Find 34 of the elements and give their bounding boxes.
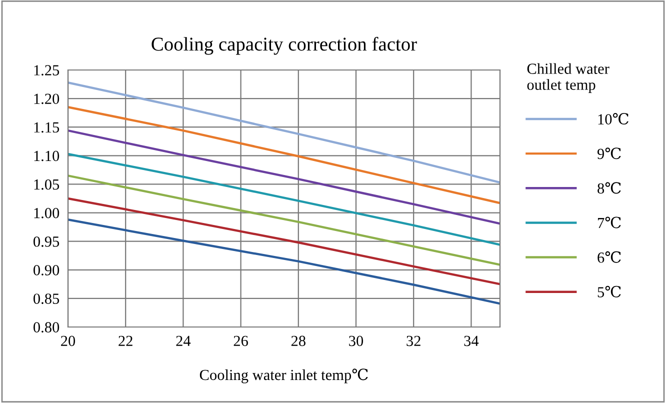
- chart-title: Cooling capacity correction factor: [152, 36, 417, 55]
- legend-label: 10℃: [598, 113, 628, 125]
- legend-label: 5℃: [598, 286, 621, 298]
- y-tick-label: 1.00: [34, 208, 60, 218]
- line-series: [68, 197, 500, 286]
- line-series: [68, 174, 500, 266]
- x-tick-label: 34: [464, 336, 479, 346]
- x-tick-label: 22: [118, 336, 132, 346]
- legend-label: 7℃: [598, 216, 621, 228]
- y-tick-label: 1.15: [34, 122, 60, 133]
- x-tick-label: 24: [176, 336, 191, 346]
- x-tick-label: 26: [234, 336, 248, 346]
- legend-label: 9℃: [597, 148, 621, 160]
- line-series: [68, 106, 500, 204]
- y-tick-label: 1.25: [34, 65, 60, 76]
- legend-label: 8℃: [598, 182, 621, 194]
- line-series: [68, 129, 500, 225]
- y-tick-label: 0.90: [34, 265, 60, 276]
- x-tick-label: 20: [61, 336, 76, 346]
- x-axis-title: Cooling water inlet temp℃: [200, 368, 368, 384]
- y-tick-label: 1.20: [34, 94, 60, 104]
- line-series: [68, 218, 500, 305]
- x-tick-label: 30: [349, 336, 364, 346]
- y-tick-label: 0.80: [34, 322, 60, 333]
- line-series: [68, 152, 500, 246]
- x-tick-label: 32: [406, 336, 420, 346]
- y-tick-label: 1.05: [34, 179, 60, 190]
- y-tick-label: 0.85: [34, 294, 60, 304]
- line-series: [68, 81, 500, 184]
- y-tick-label: 0.95: [34, 236, 60, 247]
- y-tick-label: 1.10: [34, 150, 60, 162]
- legend-label: 6℃: [598, 251, 621, 263]
- x-tick-label: 28: [291, 336, 306, 346]
- legend-title: Chilled water outlet temp: [527, 63, 610, 94]
